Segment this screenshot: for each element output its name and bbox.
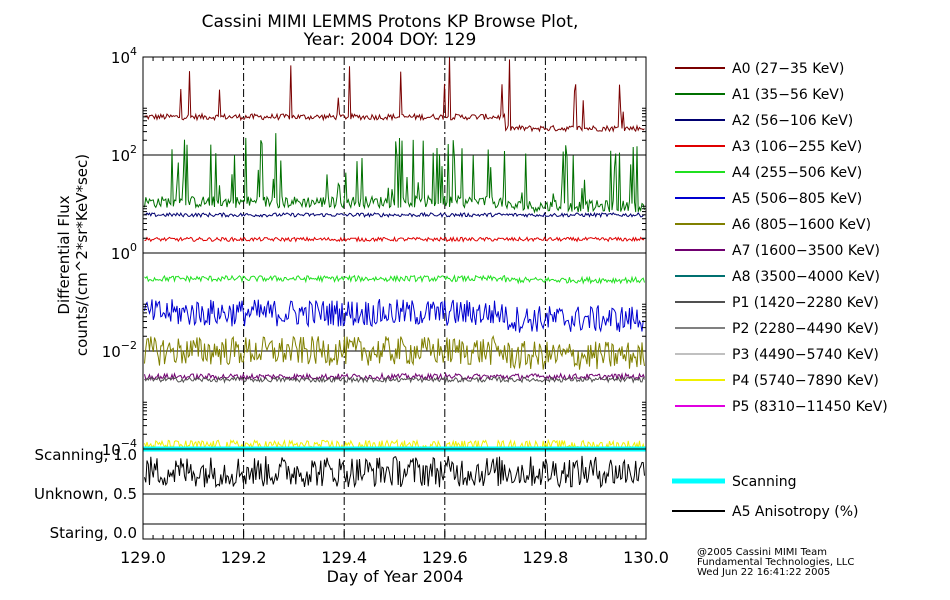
- legend-label-10: P2 (2280−4490 KeV): [732, 321, 879, 337]
- x-axis-label: Day of Year 2004: [327, 567, 464, 586]
- y-axis-label-line1: Differential Flux: [55, 195, 73, 314]
- series-line-4: [144, 274, 645, 285]
- x-tick-label-1: 129.2: [221, 548, 267, 567]
- y-tick-label-3: 10−2: [102, 339, 137, 361]
- lower-legend: Scanning A5 Anisotropy (%): [672, 474, 859, 520]
- series-line-5: [144, 299, 645, 333]
- legend-label-2: A2 (56−106 KeV): [732, 113, 853, 129]
- legend-label-13: P5 (8310−11450 KeV): [732, 399, 888, 415]
- credit-line1: @2005 Cassini MIMI Team: [697, 547, 827, 558]
- legend: A0 (27−35 KeV) A1 (35−56 KeV) A2 (56−106 K…: [675, 61, 888, 415]
- legend-label-12: P4 (5740−7890 KeV): [732, 373, 879, 389]
- lower-tick-label-0: Scanning, 1.0: [34, 446, 137, 464]
- series-line-9: [144, 375, 645, 384]
- x-tick-label-2: 129.4: [321, 548, 367, 567]
- y-tick-label-0: 104: [111, 45, 137, 67]
- credit-line3: Wed Jun 22 16:41:22 2005: [697, 567, 830, 578]
- y-tick-label-1: 102: [111, 143, 137, 165]
- chart-title-line2: Year: 2004 DOY: 129: [303, 30, 477, 50]
- x-tick-label-3: 129.6: [422, 548, 468, 567]
- legend-label-8: A8 (3500−4000 KeV): [732, 269, 880, 285]
- lower-tick-label-1: Unknown, 0.5: [34, 485, 137, 503]
- legend-label-4: A4 (255−506 KeV): [732, 165, 862, 181]
- legend-label-0: A0 (27−35 KeV): [732, 61, 844, 77]
- lower-legend-label-0: Scanning: [732, 474, 797, 490]
- x-tick-label-5: 130.0: [623, 548, 669, 567]
- lower-panel-series: [143, 446, 646, 489]
- lower-panel-ticks: Scanning, 1.0 Unknown, 0.5 Staring, 0.0: [34, 446, 137, 542]
- legend-label-3: A3 (106−255 KeV): [732, 139, 862, 155]
- lower-panel-grid: [143, 449, 646, 539]
- series-line-3: [144, 235, 645, 243]
- legend-label-5: A5 (506−805 KeV): [732, 191, 862, 207]
- credit-line2: Fundamental Technologies, LLC: [697, 557, 854, 568]
- series-line-1: [144, 133, 645, 214]
- legend-label-9: P1 (1420−2280 KeV): [732, 295, 879, 311]
- legend-label-1: A1 (35−56 KeV): [732, 87, 844, 103]
- y-tick-label-4: 10−4: [102, 437, 137, 459]
- legend-label-11: P3 (4490−5740 KeV): [732, 347, 879, 363]
- series-line-12: [144, 438, 645, 451]
- x-tick-label-4: 129.8: [522, 548, 568, 567]
- lower-tick-label-2: Staring, 0.0: [50, 524, 137, 542]
- lower-legend-label-1: A5 Anisotropy (%): [732, 504, 859, 520]
- y-axis-ticks: 104 102 100 10−2 10−4: [102, 45, 646, 459]
- series-line-2: [144, 211, 645, 219]
- series-line-0: [144, 56, 645, 133]
- x-tick-label-0: 129.0: [120, 548, 166, 567]
- x-axis-ticks: 129.0 129.2 129.4 129.6 129.8 130.0: [120, 57, 669, 567]
- legend-label-7: A7 (1600−3500 KeV): [732, 243, 880, 259]
- lower-series-line-1: [144, 455, 645, 489]
- y-tick-label-2: 100: [111, 241, 137, 263]
- series-line-6: [144, 335, 645, 370]
- y-axis-label-line2: counts/(cm^2*sr*KeV*sec): [73, 154, 91, 356]
- chart-title-line1: Cassini MIMI LEMMS Protons KP Browse Plo…: [202, 12, 579, 32]
- legend-label-6: A6 (805−1600 KeV): [732, 217, 871, 233]
- series-line-7: [144, 371, 645, 382]
